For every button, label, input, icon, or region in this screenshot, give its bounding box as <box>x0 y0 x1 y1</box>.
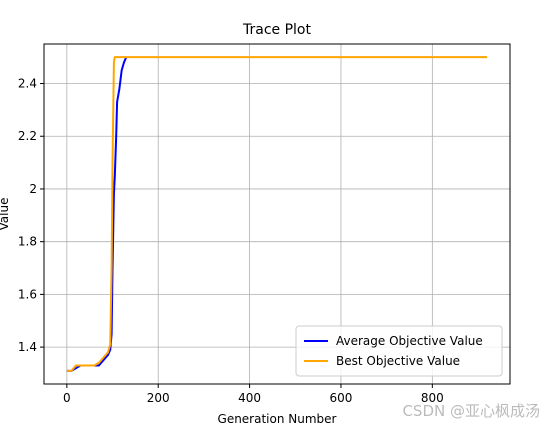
plot-frame <box>43 43 511 385</box>
x-tick-label: 400 <box>238 391 261 405</box>
x-axis-label: Generation Number <box>218 412 337 426</box>
y-tick-label: 1.8 <box>18 235 37 249</box>
y-tick-label: 2.2 <box>18 129 37 143</box>
legend-box <box>295 325 503 377</box>
legend-label: Best Objective Value <box>336 354 460 368</box>
x-tick-label: 800 <box>421 391 444 405</box>
y-axis-label: Value <box>0 198 11 231</box>
data-line <box>66 56 488 372</box>
legend-label: Average Objective Value <box>336 334 483 348</box>
x-tick-label: 200 <box>147 391 170 405</box>
y-tick-label: 2.4 <box>18 77 37 91</box>
y-tick-label: 1.6 <box>18 287 37 301</box>
watermark: CSDN @亚心枫成汤 <box>402 402 540 420</box>
y-tick-label: 1.4 <box>18 340 37 354</box>
x-tick-label: 0 <box>63 391 71 405</box>
x-tick-label: 600 <box>330 391 353 405</box>
y-tick-label: 2 <box>29 182 37 196</box>
chart-title: Trace Plot <box>242 22 311 38</box>
data-line <box>66 56 128 372</box>
